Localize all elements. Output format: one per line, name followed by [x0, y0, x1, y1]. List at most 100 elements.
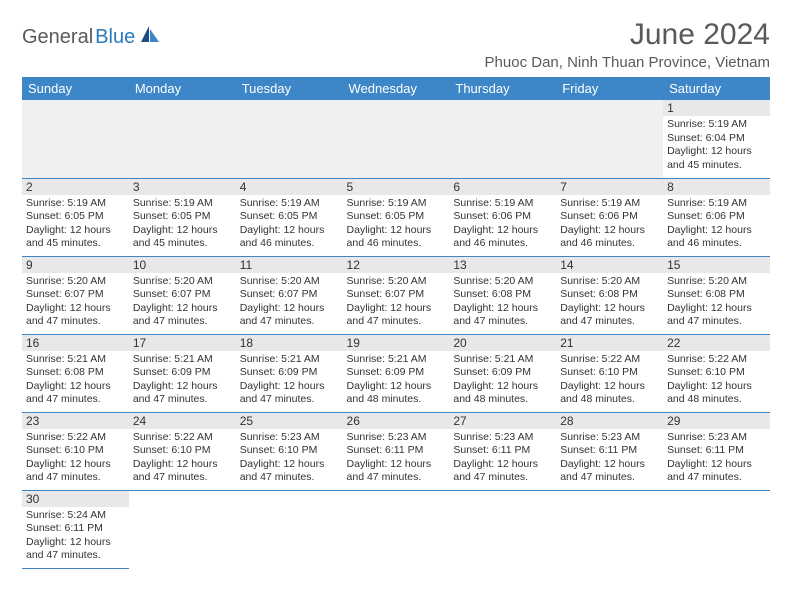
sunrise-text: Sunrise: 5:23 AM	[667, 431, 766, 445]
daylight-text: Daylight: 12 hours and 47 minutes.	[133, 458, 232, 485]
day-number: 1	[663, 100, 770, 116]
day-info: Sunrise: 5:20 AMSunset: 6:08 PMDaylight:…	[663, 273, 770, 334]
sunrise-text: Sunrise: 5:19 AM	[240, 197, 339, 211]
sunset-text: Sunset: 6:07 PM	[26, 288, 125, 302]
calendar-cell: 29Sunrise: 5:23 AMSunset: 6:11 PMDayligh…	[663, 412, 770, 490]
calendar-cell	[22, 100, 129, 178]
day-number: 13	[449, 257, 556, 273]
day-number: 10	[129, 257, 236, 273]
day-info: Sunrise: 5:19 AMSunset: 6:05 PMDaylight:…	[236, 195, 343, 256]
calendar-cell: 3Sunrise: 5:19 AMSunset: 6:05 PMDaylight…	[129, 178, 236, 256]
calendar-cell: 18Sunrise: 5:21 AMSunset: 6:09 PMDayligh…	[236, 334, 343, 412]
day-number: 29	[663, 413, 770, 429]
sunset-text: Sunset: 6:09 PM	[347, 366, 446, 380]
calendar-cell: 28Sunrise: 5:23 AMSunset: 6:11 PMDayligh…	[556, 412, 663, 490]
sunset-text: Sunset: 6:05 PM	[133, 210, 232, 224]
sunrise-text: Sunrise: 5:20 AM	[347, 275, 446, 289]
sunrise-text: Sunrise: 5:19 AM	[560, 197, 659, 211]
daylight-text: Daylight: 12 hours and 48 minutes.	[347, 380, 446, 407]
daylight-text: Daylight: 12 hours and 46 minutes.	[347, 224, 446, 251]
calendar-row: 23Sunrise: 5:22 AMSunset: 6:10 PMDayligh…	[22, 412, 770, 490]
sunset-text: Sunset: 6:11 PM	[26, 522, 125, 536]
calendar-cell: 1Sunrise: 5:19 AMSunset: 6:04 PMDaylight…	[663, 100, 770, 178]
daylight-text: Daylight: 12 hours and 47 minutes.	[240, 458, 339, 485]
sunrise-text: Sunrise: 5:20 AM	[667, 275, 766, 289]
day-info: Sunrise: 5:20 AMSunset: 6:07 PMDaylight:…	[236, 273, 343, 334]
sunrise-text: Sunrise: 5:21 AM	[133, 353, 232, 367]
day-info: Sunrise: 5:22 AMSunset: 6:10 PMDaylight:…	[22, 429, 129, 490]
day-info: Sunrise: 5:22 AMSunset: 6:10 PMDaylight:…	[663, 351, 770, 412]
daylight-text: Daylight: 12 hours and 47 minutes.	[453, 458, 552, 485]
calendar-cell	[663, 490, 770, 568]
day-number: 12	[343, 257, 450, 273]
calendar-cell	[343, 100, 450, 178]
calendar-cell: 6Sunrise: 5:19 AMSunset: 6:06 PMDaylight…	[449, 178, 556, 256]
calendar-cell: 7Sunrise: 5:19 AMSunset: 6:06 PMDaylight…	[556, 178, 663, 256]
daylight-text: Daylight: 12 hours and 47 minutes.	[133, 302, 232, 329]
calendar-cell: 25Sunrise: 5:23 AMSunset: 6:10 PMDayligh…	[236, 412, 343, 490]
header: GeneralBlue June 2024 Phuoc Dan, Ninh Th…	[22, 18, 770, 71]
calendar-row: 30Sunrise: 5:24 AMSunset: 6:11 PMDayligh…	[22, 490, 770, 568]
day-info: Sunrise: 5:19 AMSunset: 6:04 PMDaylight:…	[663, 116, 770, 177]
sunrise-text: Sunrise: 5:19 AM	[347, 197, 446, 211]
sunset-text: Sunset: 6:08 PM	[453, 288, 552, 302]
calendar-cell: 26Sunrise: 5:23 AMSunset: 6:11 PMDayligh…	[343, 412, 450, 490]
sunset-text: Sunset: 6:11 PM	[667, 444, 766, 458]
day-number: 5	[343, 179, 450, 195]
calendar-cell: 13Sunrise: 5:20 AMSunset: 6:08 PMDayligh…	[449, 256, 556, 334]
calendar-row: 2Sunrise: 5:19 AMSunset: 6:05 PMDaylight…	[22, 178, 770, 256]
day-info: Sunrise: 5:21 AMSunset: 6:09 PMDaylight:…	[129, 351, 236, 412]
day-header: Wednesday	[343, 77, 450, 100]
sunrise-text: Sunrise: 5:20 AM	[240, 275, 339, 289]
sunrise-text: Sunrise: 5:19 AM	[667, 118, 766, 132]
calendar-cell: 14Sunrise: 5:20 AMSunset: 6:08 PMDayligh…	[556, 256, 663, 334]
sunset-text: Sunset: 6:07 PM	[347, 288, 446, 302]
calendar-cell: 17Sunrise: 5:21 AMSunset: 6:09 PMDayligh…	[129, 334, 236, 412]
daylight-text: Daylight: 12 hours and 45 minutes.	[133, 224, 232, 251]
logo-text-blue: Blue	[95, 26, 135, 49]
calendar-cell	[236, 490, 343, 568]
calendar-row: 16Sunrise: 5:21 AMSunset: 6:08 PMDayligh…	[22, 334, 770, 412]
day-info: Sunrise: 5:23 AMSunset: 6:11 PMDaylight:…	[343, 429, 450, 490]
day-info: Sunrise: 5:22 AMSunset: 6:10 PMDaylight:…	[129, 429, 236, 490]
sunrise-text: Sunrise: 5:21 AM	[347, 353, 446, 367]
day-info: Sunrise: 5:19 AMSunset: 6:05 PMDaylight:…	[343, 195, 450, 256]
sunset-text: Sunset: 6:10 PM	[560, 366, 659, 380]
calendar-cell	[449, 100, 556, 178]
day-number: 4	[236, 179, 343, 195]
sunset-text: Sunset: 6:05 PM	[240, 210, 339, 224]
day-number: 28	[556, 413, 663, 429]
calendar-cell: 9Sunrise: 5:20 AMSunset: 6:07 PMDaylight…	[22, 256, 129, 334]
calendar-cell: 8Sunrise: 5:19 AMSunset: 6:06 PMDaylight…	[663, 178, 770, 256]
calendar-cell	[129, 490, 236, 568]
day-header: Monday	[129, 77, 236, 100]
daylight-text: Daylight: 12 hours and 47 minutes.	[26, 536, 125, 563]
day-number: 14	[556, 257, 663, 273]
calendar-body: 1Sunrise: 5:19 AMSunset: 6:04 PMDaylight…	[22, 100, 770, 568]
day-info: Sunrise: 5:19 AMSunset: 6:06 PMDaylight:…	[449, 195, 556, 256]
day-info: Sunrise: 5:23 AMSunset: 6:11 PMDaylight:…	[663, 429, 770, 490]
day-number: 7	[556, 179, 663, 195]
calendar-page: GeneralBlue June 2024 Phuoc Dan, Ninh Th…	[0, 0, 792, 587]
day-info: Sunrise: 5:20 AMSunset: 6:07 PMDaylight:…	[22, 273, 129, 334]
sunrise-text: Sunrise: 5:20 AM	[26, 275, 125, 289]
sunset-text: Sunset: 6:11 PM	[347, 444, 446, 458]
daylight-text: Daylight: 12 hours and 47 minutes.	[453, 302, 552, 329]
calendar-cell: 15Sunrise: 5:20 AMSunset: 6:08 PMDayligh…	[663, 256, 770, 334]
daylight-text: Daylight: 12 hours and 47 minutes.	[347, 458, 446, 485]
calendar-cell: 22Sunrise: 5:22 AMSunset: 6:10 PMDayligh…	[663, 334, 770, 412]
daylight-text: Daylight: 12 hours and 45 minutes.	[26, 224, 125, 251]
sunrise-text: Sunrise: 5:22 AM	[560, 353, 659, 367]
day-info: Sunrise: 5:23 AMSunset: 6:10 PMDaylight:…	[236, 429, 343, 490]
month-title: June 2024	[485, 18, 770, 52]
sunset-text: Sunset: 6:11 PM	[453, 444, 552, 458]
sunset-text: Sunset: 6:10 PM	[26, 444, 125, 458]
day-header: Sunday	[22, 77, 129, 100]
calendar-cell: 27Sunrise: 5:23 AMSunset: 6:11 PMDayligh…	[449, 412, 556, 490]
day-number: 15	[663, 257, 770, 273]
sunset-text: Sunset: 6:07 PM	[240, 288, 339, 302]
calendar-row: 9Sunrise: 5:20 AMSunset: 6:07 PMDaylight…	[22, 256, 770, 334]
calendar-cell	[236, 100, 343, 178]
calendar-cell: 23Sunrise: 5:22 AMSunset: 6:10 PMDayligh…	[22, 412, 129, 490]
sunrise-text: Sunrise: 5:21 AM	[453, 353, 552, 367]
